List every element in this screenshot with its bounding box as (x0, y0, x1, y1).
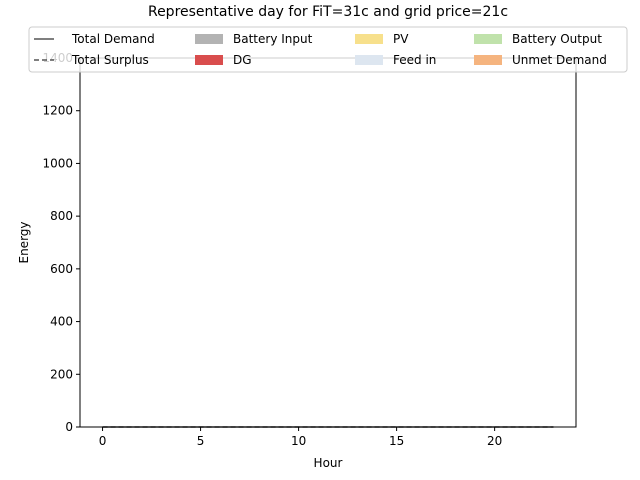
y-tick-label: 1200 (42, 104, 73, 118)
y-tick-label: 1000 (42, 156, 73, 170)
y-tick-label: 200 (50, 367, 73, 381)
legend-swatch (474, 55, 502, 65)
legend-swatch (474, 34, 502, 44)
y-axis-label: Energy (17, 221, 31, 263)
legend-item-pv: PV (355, 32, 409, 46)
legend-label: Battery Output (512, 32, 602, 46)
y-tick-label: 400 (50, 315, 73, 329)
legend-label: PV (393, 32, 409, 46)
legend-item-unmet-demand: Unmet Demand (474, 53, 607, 67)
legend-label: Battery Input (233, 32, 313, 46)
legend-item-total-surplus: Total Surplus (34, 53, 149, 67)
chart-title: Representative day for FiT=31c and grid … (148, 4, 508, 20)
y-tick-label: 0 (65, 420, 73, 434)
legend-item-battery-output: Battery Output (474, 32, 602, 46)
x-tick-label: 0 (99, 434, 107, 448)
legend-label: Total Demand (71, 32, 155, 46)
legend-swatch (355, 34, 383, 44)
legend-item-total-demand: Total Demand (34, 32, 155, 46)
y-tick-label: 800 (50, 209, 73, 223)
x-axis: 0 5 10 15 20 (99, 427, 502, 448)
axes-frame (79, 57, 577, 428)
legend-label: DG (233, 53, 252, 67)
x-tick-label: 5 (197, 434, 205, 448)
legend-swatch (355, 55, 383, 65)
x-tick-label: 15 (389, 434, 404, 448)
legend-item-dg: DG (195, 53, 252, 67)
legend-item-feed-in: Feed in (355, 53, 436, 67)
legend-item-battery-input: Battery Input (195, 32, 313, 46)
y-tick-label: 600 (50, 262, 73, 276)
legend-swatch (195, 34, 223, 44)
x-tick-label: 10 (291, 434, 306, 448)
legend-label: Feed in (393, 53, 436, 67)
legend-label: Total Surplus (71, 53, 149, 67)
x-tick-label: 20 (487, 434, 502, 448)
legend-swatch (195, 55, 223, 65)
legend-label: Unmet Demand (512, 53, 607, 67)
x-axis-label: Hour (314, 456, 343, 470)
y-axis: 0200400600800100012001400 (42, 51, 80, 434)
legend: Total Demand Total Surplus Battery Input DG… (28, 26, 628, 73)
